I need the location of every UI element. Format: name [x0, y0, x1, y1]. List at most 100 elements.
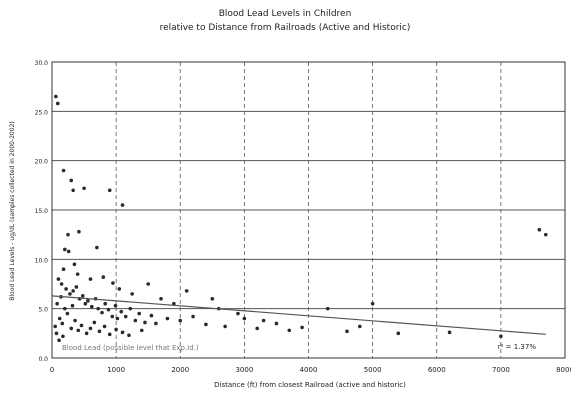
data-point [53, 324, 58, 329]
data-point [96, 306, 100, 311]
chart-subtitle: relative to Distance from Railroads (Act… [160, 23, 411, 33]
data-point [76, 328, 81, 333]
data-point [64, 287, 68, 291]
data-point [55, 301, 59, 306]
data-point [184, 289, 189, 293]
data-point [111, 281, 115, 285]
data-point [56, 277, 61, 281]
data-point [130, 292, 134, 296]
data-points [53, 94, 548, 343]
data-point [120, 330, 125, 335]
data-point [223, 324, 227, 329]
data-point [54, 94, 58, 99]
y-tick-label: 30.0 [35, 60, 49, 67]
y-tick-label: 5.0 [38, 307, 48, 314]
data-point [345, 329, 349, 334]
y-tick-label: 10.0 [35, 257, 49, 264]
data-point [447, 330, 452, 335]
data-point [74, 285, 79, 289]
data-point [255, 326, 259, 331]
chart-title: Blood Lead Levels in Children [219, 9, 352, 19]
data-point [325, 306, 330, 311]
data-point [128, 306, 133, 311]
x-tick-label: 2000 [171, 366, 189, 374]
data-point [79, 323, 84, 328]
data-point [84, 331, 89, 336]
data-point [77, 229, 81, 234]
x-tick-label: 6000 [428, 366, 446, 374]
data-point [60, 321, 65, 326]
y-axis-label: Blood Lead Levels - ug/dL (samples colle… [9, 121, 16, 300]
data-point [149, 313, 154, 318]
chart-annotation: Blood Lead (possible level that Exp.Id.) [62, 344, 199, 352]
data-point [69, 178, 74, 183]
data-point [146, 282, 150, 286]
trendline [51, 295, 546, 335]
data-point [88, 326, 93, 331]
data-point [204, 322, 208, 327]
data-point [154, 321, 158, 326]
data-point [137, 311, 142, 316]
data-point [165, 316, 170, 321]
x-axis-label: Distance (ft) from closest Railroad (act… [214, 381, 406, 389]
data-point [88, 277, 93, 281]
data-point [139, 328, 144, 333]
data-point [358, 324, 362, 329]
data-point [66, 232, 70, 237]
data-point [119, 309, 124, 314]
data-point [178, 318, 183, 323]
data-point [59, 282, 64, 286]
data-point [396, 331, 401, 336]
x-tick-label: 3000 [235, 366, 253, 374]
data-point [191, 314, 195, 319]
data-point [107, 188, 112, 193]
data-point [127, 333, 131, 338]
data-point [287, 328, 292, 333]
trendline-group [51, 295, 546, 335]
data-point [66, 249, 71, 254]
data-point [107, 332, 112, 337]
data-point [300, 325, 304, 330]
data-point [261, 318, 266, 323]
data-point [86, 298, 90, 303]
x-tick-label: 1000 [107, 366, 125, 374]
data-point [103, 301, 108, 306]
data-point [63, 306, 67, 311]
y-tick-label: 20.0 [35, 159, 49, 166]
data-point [274, 321, 279, 326]
data-point [69, 326, 74, 331]
data-point [210, 297, 215, 301]
data-point [63, 247, 67, 252]
grid [51, 61, 566, 359]
data-point [123, 314, 128, 319]
data-point [71, 289, 75, 293]
data-point [89, 304, 94, 309]
data-point [236, 311, 240, 316]
data-point [75, 272, 80, 276]
x-tick-label: 5000 [364, 366, 382, 374]
data-point [537, 227, 542, 232]
data-point [120, 203, 125, 207]
data-point [143, 320, 147, 325]
data-point [242, 316, 247, 321]
data-point [71, 188, 75, 193]
data-point [65, 311, 70, 316]
data-point [172, 301, 176, 306]
data-point [83, 301, 88, 306]
data-point [57, 338, 61, 343]
data-point [73, 318, 77, 323]
y-tick-label: 25.0 [35, 109, 49, 116]
data-point [106, 307, 111, 312]
data-point [101, 275, 106, 279]
x-tick-label: 7000 [492, 366, 510, 374]
data-point [72, 262, 77, 267]
data-point [70, 303, 75, 308]
data-point [92, 320, 97, 325]
data-point [117, 287, 122, 291]
data-point [543, 232, 548, 237]
data-point [133, 318, 138, 323]
